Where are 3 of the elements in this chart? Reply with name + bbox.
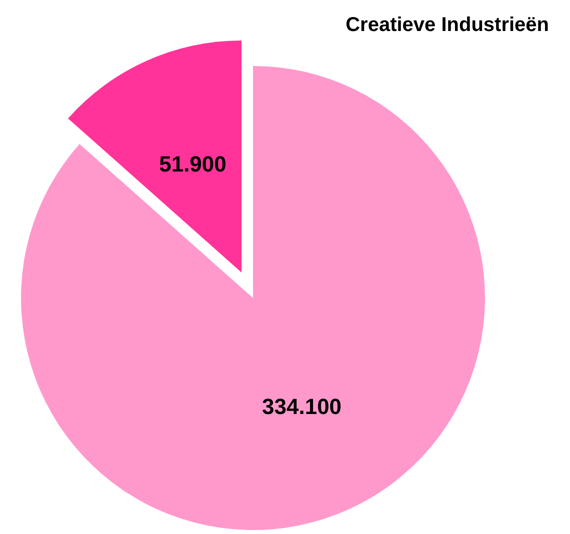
chart-title: Creatieve Industrieën [346, 14, 550, 36]
data-label: 51.900 [159, 151, 226, 176]
data-label: 334.100 [262, 394, 342, 420]
